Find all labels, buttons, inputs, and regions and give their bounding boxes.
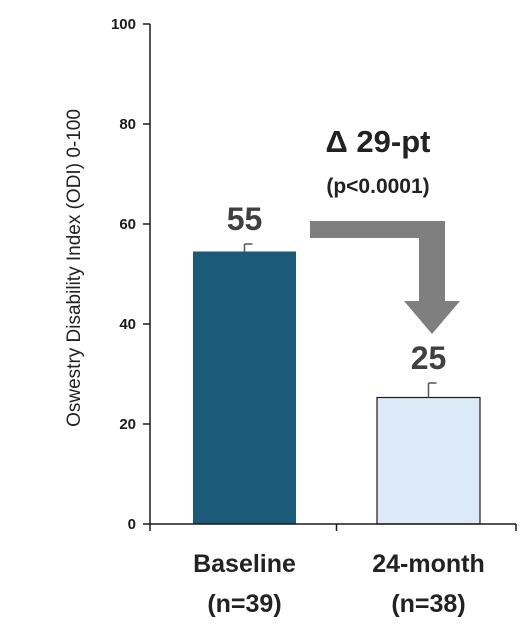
- x-axis: Baseline (n=39) 24-month (n=38): [149, 523, 517, 618]
- value-label: 25: [411, 340, 447, 376]
- p-value-label: (p<0.0001): [326, 175, 429, 198]
- y-tick-label: 40: [119, 316, 136, 333]
- y-axis: 0 20 40 60 80 100: [111, 16, 151, 533]
- change-arrow: [310, 221, 460, 334]
- delta-label: Δ 29-pt: [326, 124, 431, 159]
- change-annotation: Δ 29-pt (p<0.0001): [310, 124, 460, 334]
- bar-baseline: [193, 251, 296, 524]
- category-n-label: (n=38): [391, 590, 465, 618]
- bar-24-month: [376, 396, 481, 525]
- y-tick-label: 0: [128, 516, 136, 533]
- y-axis-title: Oswestry Disability Index (ODI) 0-100: [64, 109, 85, 427]
- y-tick-label: 80: [119, 116, 136, 133]
- category-n-label: (n=39): [207, 590, 281, 618]
- y-tick-label: 100: [111, 16, 136, 33]
- category-label: 24-month: [372, 550, 485, 578]
- y-tick-label: 60: [119, 216, 136, 233]
- category-label: Baseline: [193, 550, 296, 578]
- value-label: 55: [227, 201, 263, 237]
- bars-group: 55 25: [193, 201, 481, 525]
- y-tick-label: 20: [119, 416, 136, 433]
